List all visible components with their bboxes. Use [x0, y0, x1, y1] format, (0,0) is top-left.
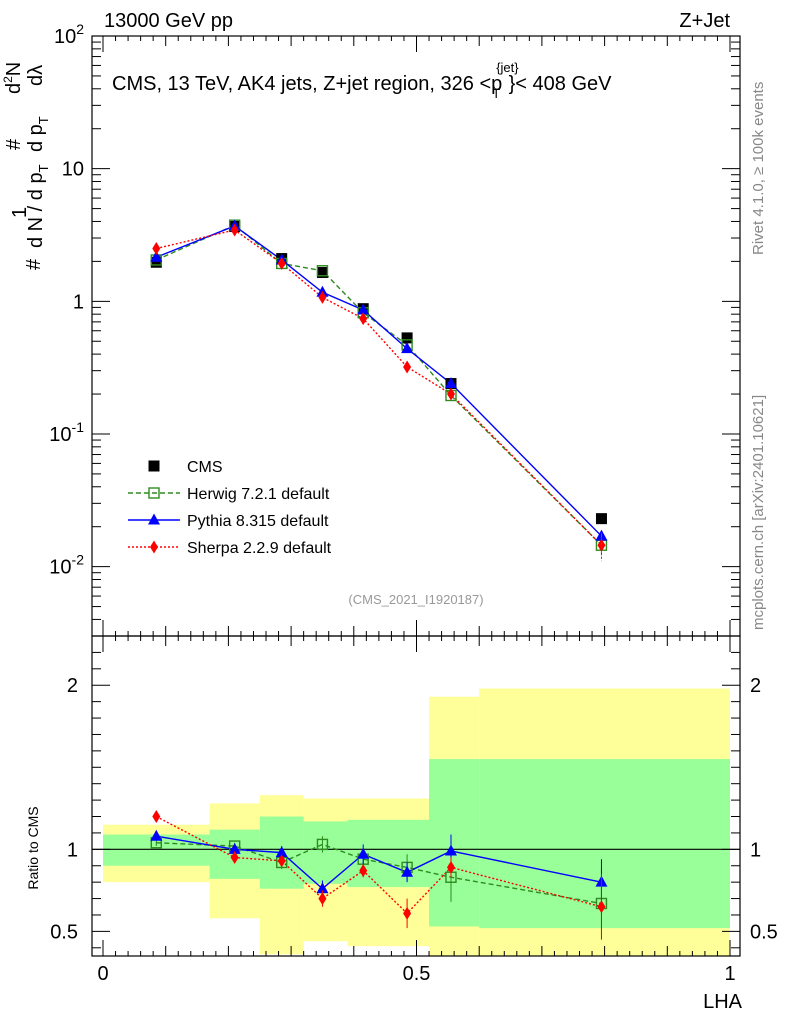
point-pythia	[357, 303, 370, 315]
legend-entry: Sherpa 2.2.9 default	[187, 540, 332, 557]
point-pythia	[444, 377, 457, 389]
ratio-point-sherpa	[277, 854, 286, 868]
header-right: Z+Jet	[679, 10, 730, 32]
ratio-point-pythia	[316, 882, 329, 894]
x-tick-label: 0.5	[403, 963, 431, 985]
legend-marker	[148, 513, 160, 525]
y-tick-label: 10-1	[49, 419, 84, 446]
svg-text:# 1 d N / d pT: # 1 d N / d pT # d pT d2N dλ	[1, 56, 53, 270]
point-pythia	[401, 342, 414, 354]
series-line-herwig	[156, 224, 602, 546]
ratio-point-sherpa	[318, 892, 327, 906]
ratio-line-sherpa	[155, 815, 602, 915]
y-tick-label: 0.5	[750, 921, 778, 943]
y-tick-label: 1	[67, 839, 78, 861]
band-inner-4	[347, 819, 430, 888]
point-herwig	[316, 265, 329, 277]
ratio-point-pythia	[357, 847, 370, 859]
ratio-point-sherpa	[597, 900, 606, 914]
y-tick-label: 10	[62, 159, 84, 181]
point-sherpa	[230, 223, 239, 237]
ratio-panel: 0 0.5 1 0.5 0.5 1 1 2 2	[50, 36, 778, 985]
band-inner-3	[303, 821, 348, 884]
point-cms	[595, 513, 607, 525]
analysis-tag: (CMS_2021_I1920187)	[348, 592, 483, 607]
y-tick-label: 1	[750, 839, 761, 861]
x-axis-label: LHA	[703, 991, 743, 1013]
series-line-pythia	[156, 225, 602, 537]
y-tick-label: 10-2	[49, 552, 84, 579]
point-sherpa	[277, 256, 286, 270]
band-inner-6	[479, 759, 730, 929]
band-inner-5	[429, 759, 480, 927]
legend-entry: Pythia 8.315 default	[187, 513, 329, 530]
point-cms	[316, 266, 328, 278]
y-tick-label: 102	[54, 21, 84, 48]
legend-entry: Herwig 7.2.1 default	[187, 486, 330, 503]
ratio-point-sherpa	[403, 906, 412, 920]
ratio-point-sherpa	[359, 864, 368, 878]
plot-title: CMS, 13 TeV, AK4 jets, Z+jet region, 326…	[112, 60, 612, 101]
point-cms	[401, 332, 413, 344]
point-sherpa	[152, 242, 161, 256]
series-line-sherpa	[156, 229, 602, 546]
mcplots-credit: mcplots.cern.ch [arXiv:2401.10621]	[750, 395, 767, 630]
ratio-point-herwig	[316, 838, 329, 851]
legend-marker	[148, 460, 160, 472]
x-tick-label: 0	[97, 963, 108, 985]
ratio-point-sherpa	[230, 851, 239, 865]
ratio-point-pythia	[444, 844, 457, 856]
rivet-version: Rivet 4.1.0, ≥ 100k events	[750, 82, 767, 255]
ratio-point-pythia	[275, 846, 288, 858]
legend-marker	[148, 487, 160, 499]
x-tick-label: 1	[724, 963, 735, 985]
point-sherpa	[446, 387, 455, 401]
point-sherpa	[359, 312, 368, 326]
ratio-point-sherpa	[446, 860, 455, 874]
upper-panel: 10-2 10-1 1 10 102	[49, 21, 741, 637]
ratio-line-pythia	[156, 835, 602, 890]
point-sherpa	[403, 360, 412, 374]
y-tick-label: 1	[73, 291, 84, 313]
ratio-point-pythia	[150, 829, 163, 841]
legend-marker	[150, 540, 158, 554]
legend-entry: CMS	[187, 459, 223, 476]
point-pythia	[150, 250, 163, 262]
ratio-line-herwig	[156, 842, 602, 905]
y-axis-label-lower: Ratio to CMS	[25, 806, 41, 889]
ratio-point-pythia	[228, 842, 241, 854]
header-left: 13000 GeV pp	[104, 10, 233, 32]
ratio-point-pythia	[401, 865, 414, 877]
y-tick-label: 2	[750, 675, 761, 697]
y-axis-label-upper: # 1 d N / d pT # d pT d2N dλ	[1, 56, 53, 270]
point-sherpa	[318, 290, 327, 304]
point-cms	[150, 256, 162, 268]
ratio-point-sherpa	[152, 810, 161, 824]
legend: CMS Herwig 7.2.1 default Pythia 8.315 defa…	[128, 459, 332, 557]
y-tick-label: 0.5	[50, 921, 78, 943]
y-tick-label: 2	[67, 675, 78, 697]
